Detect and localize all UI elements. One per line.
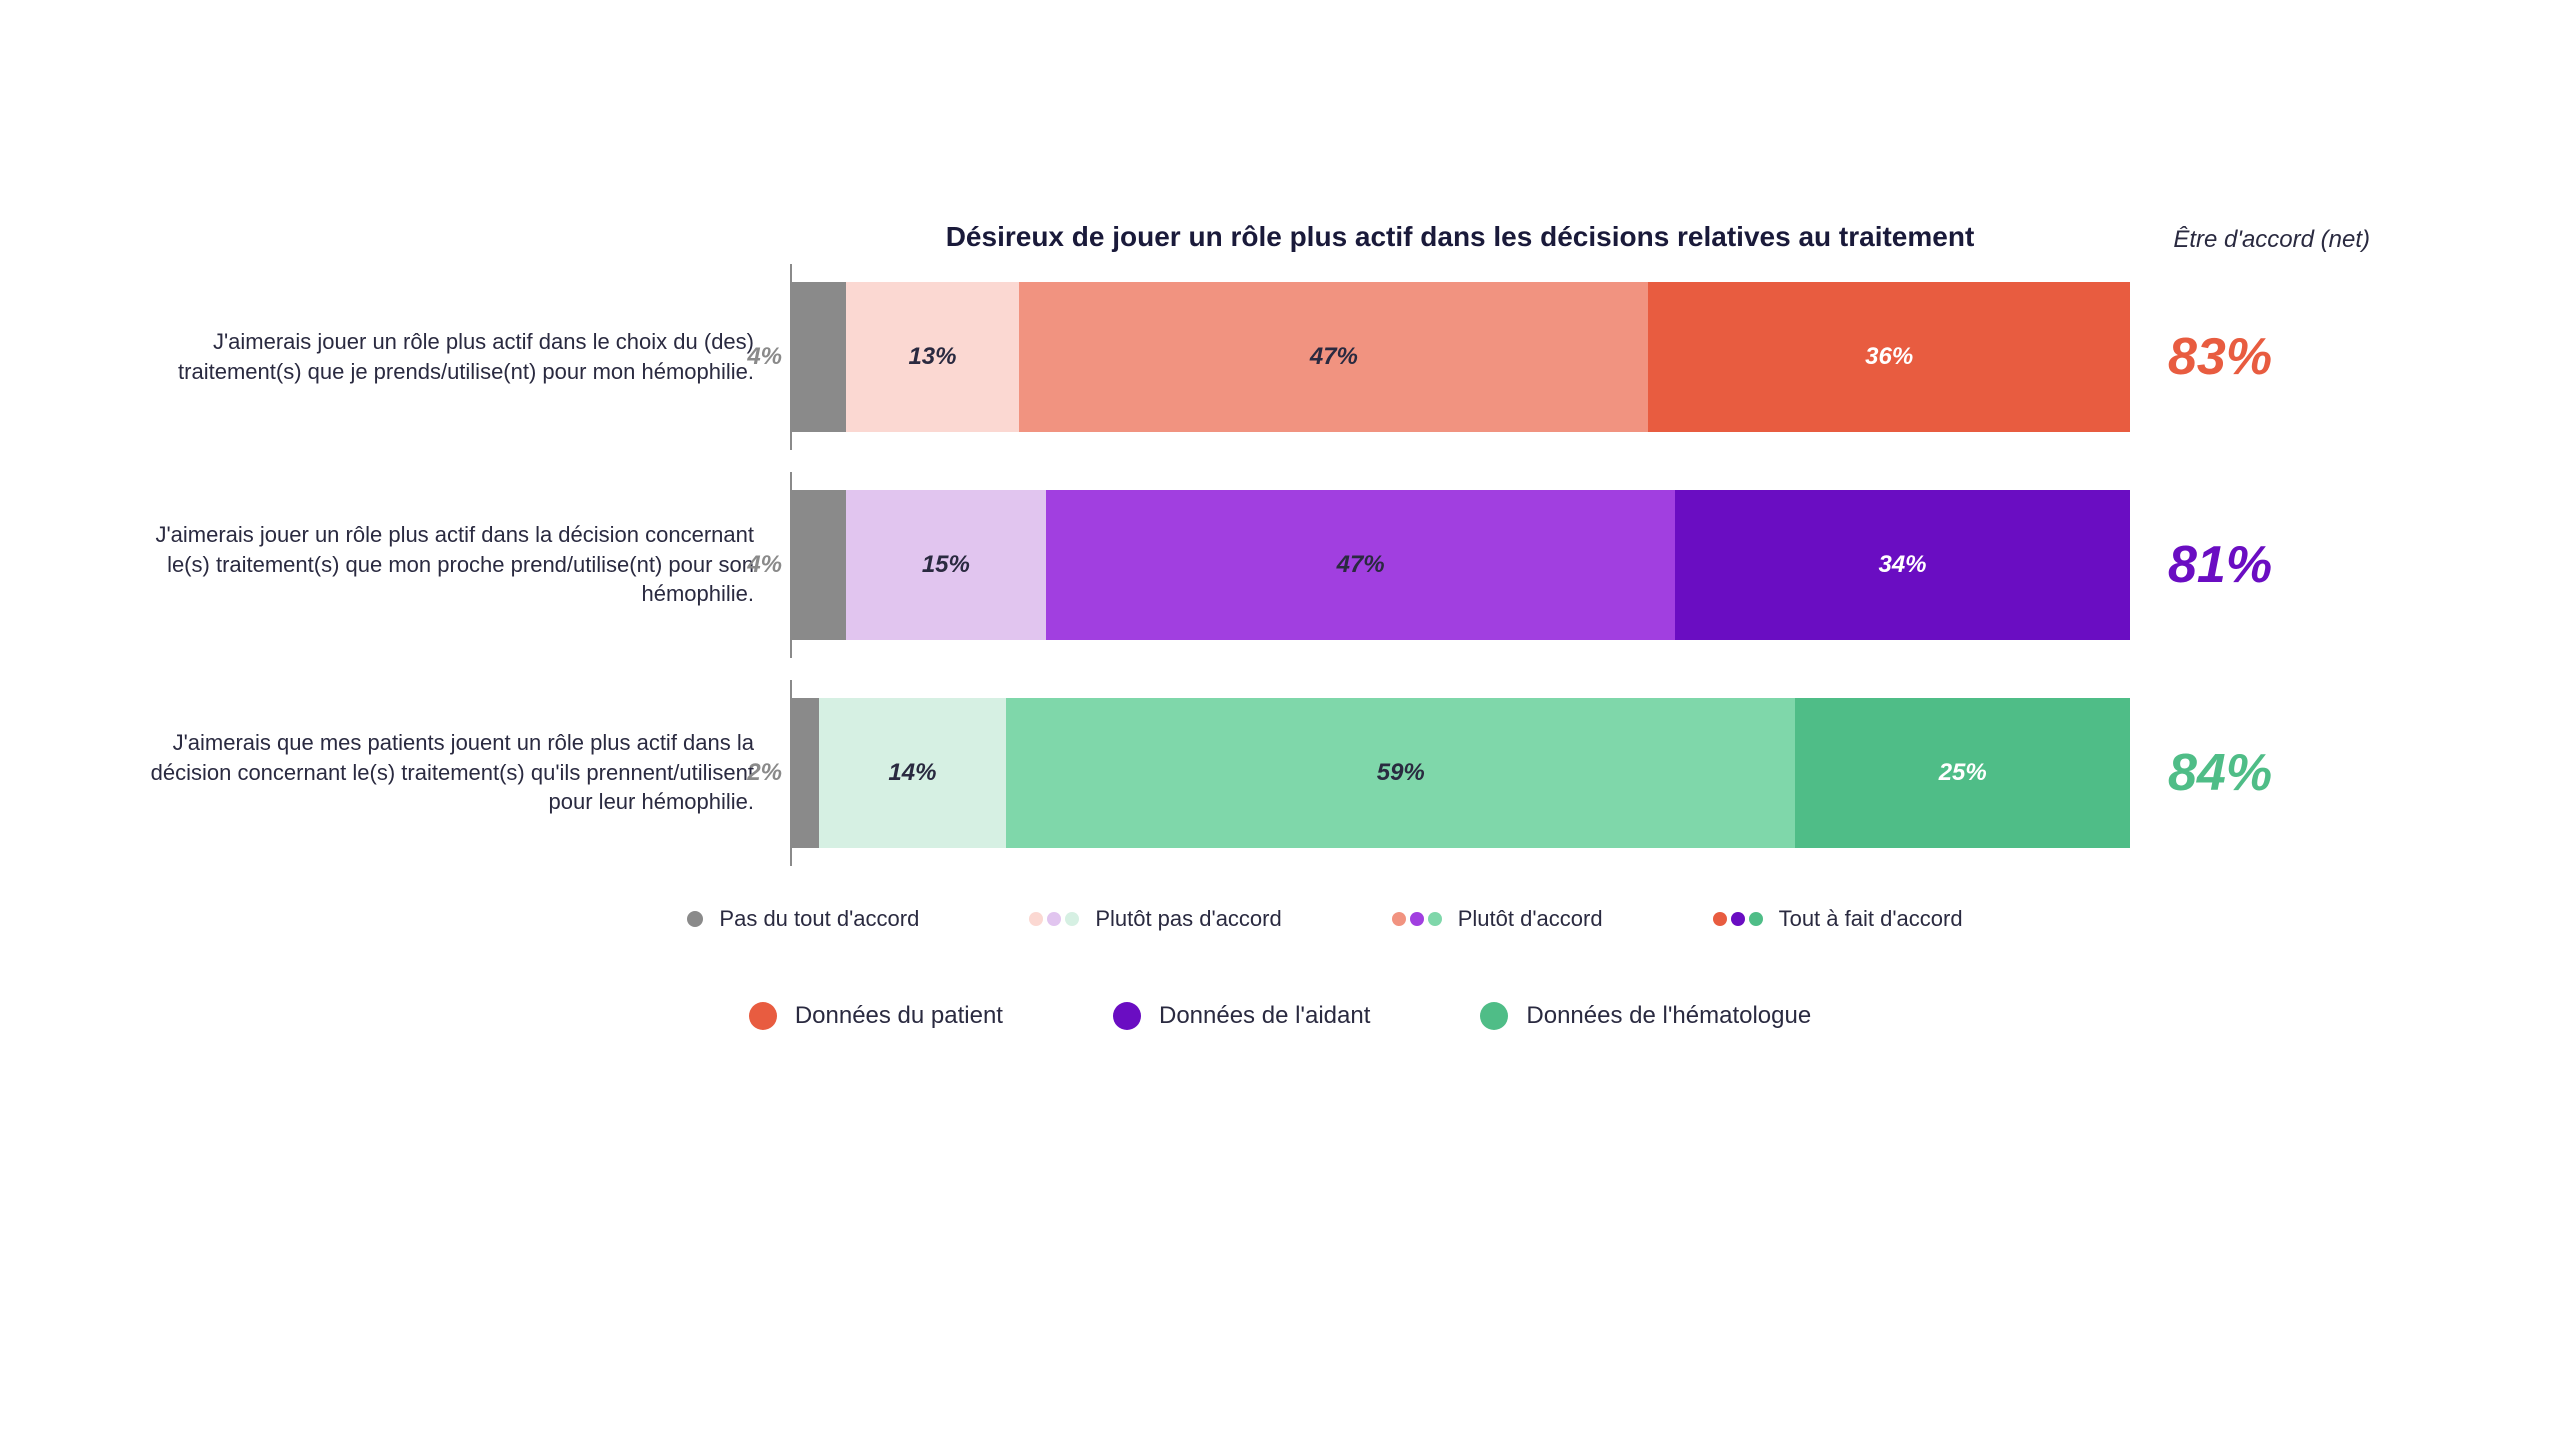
legend-item: Plutôt d'accord	[1392, 906, 1603, 932]
chart-row: J'aimerais jouer un rôle plus actif dans…	[140, 490, 2420, 640]
legend-dot	[1029, 912, 1043, 926]
segment-label: 34%	[1878, 551, 1926, 579]
bar-segment: 15%	[846, 490, 1047, 640]
chart-title: Désireux de jouer un rôle plus actif dan…	[790, 220, 2130, 254]
legend-item: Données de l'hématologue	[1480, 1002, 1811, 1030]
bar-area: 4%13%47%36%	[790, 282, 2130, 432]
segment-label: 25%	[1939, 759, 1987, 787]
bar-segment: 47%	[1046, 490, 1675, 640]
legend-label: Plutôt pas d'accord	[1095, 906, 1281, 932]
legend-dot	[1047, 912, 1061, 926]
bar-segment: 25%	[1795, 698, 2130, 848]
bar-segment: 59%	[1006, 698, 1795, 848]
legend-dot	[1113, 1002, 1141, 1030]
legend-dot	[1749, 912, 1763, 926]
legend-dots	[1029, 912, 1079, 926]
segment-label: 47%	[1337, 551, 1385, 579]
legend-label: Données de l'hématologue	[1526, 1002, 1811, 1030]
legend-dot	[1428, 912, 1442, 926]
bar-segment	[792, 698, 819, 848]
bar-segment: 34%	[1675, 490, 2130, 640]
bar-segment	[792, 490, 846, 640]
legend-label: Tout à fait d'accord	[1779, 906, 1963, 932]
legend-item: Données du patient	[749, 1002, 1003, 1030]
bar-area: 2%14%59%25%	[790, 698, 2130, 848]
legend-dot	[1410, 912, 1424, 926]
bar-segment: 13%	[846, 282, 1020, 432]
legend-groups: Données du patient Données de l'aidant Don…	[140, 1002, 2420, 1030]
legend-item: Plutôt pas d'accord	[1029, 906, 1281, 932]
segment-label: 15%	[922, 551, 970, 579]
net-value: 83%	[2130, 327, 2390, 387]
legend-dot	[1713, 912, 1727, 926]
legend-label: Plutôt d'accord	[1458, 906, 1603, 932]
segment-label: 47%	[1310, 343, 1358, 371]
stacked-bar: 15% 47% 34%	[792, 490, 2130, 640]
bar-segment: 36%	[1648, 282, 2130, 432]
legend-dot	[1731, 912, 1745, 926]
segment-label: 36%	[1865, 343, 1913, 371]
legend-item: Tout à fait d'accord	[1713, 906, 1963, 932]
segment-label: 59%	[1377, 759, 1425, 787]
chart-row: J'aimerais jouer un rôle plus actif dans…	[140, 282, 2420, 432]
row-label: J'aimerais jouer un rôle plus actif dans…	[140, 327, 790, 386]
segment-label: 4%	[747, 551, 782, 579]
legend-dots	[1713, 912, 1763, 926]
stacked-bar: 14% 59% 25%	[792, 698, 2130, 848]
bar-segment: 47%	[1019, 282, 1648, 432]
net-value: 81%	[2130, 535, 2390, 595]
segment-label: 4%	[747, 343, 782, 371]
chart-row: J'aimerais que mes patients jouent un rô…	[140, 698, 2420, 848]
net-header: Être d'accord (net)	[2130, 226, 2390, 254]
legend-dot	[1392, 912, 1406, 926]
legend-item: Données de l'aidant	[1113, 1002, 1370, 1030]
legend-label: Pas du tout d'accord	[719, 906, 919, 932]
legend-dots	[1392, 912, 1442, 926]
net-value: 84%	[2130, 743, 2390, 803]
row-label: J'aimerais que mes patients jouent un rô…	[140, 728, 790, 817]
row-label: J'aimerais jouer un rôle plus actif dans…	[140, 520, 790, 609]
legend-agreement: Pas du tout d'accord Plutôt pas d'accord P…	[230, 906, 2420, 932]
legend-dot	[1480, 1002, 1508, 1030]
stacked-bar: 13% 47% 36%	[792, 282, 2130, 432]
bar-segment: 14%	[819, 698, 1006, 848]
legend-item: Pas du tout d'accord	[687, 906, 919, 932]
legend-dot	[687, 911, 703, 927]
legend-label: Données du patient	[795, 1002, 1003, 1030]
chart-container: Désireux de jouer un rôle plus actif dan…	[140, 220, 2420, 1030]
chart-rows: J'aimerais jouer un rôle plus actif dans…	[140, 282, 2420, 848]
segment-label: 14%	[888, 759, 936, 787]
bar-area: 4%15%47%34%	[790, 490, 2130, 640]
legend-label: Données de l'aidant	[1159, 1002, 1370, 1030]
legend-dot	[749, 1002, 777, 1030]
chart-header: Désireux de jouer un rôle plus actif dan…	[140, 220, 2420, 254]
legend-dot	[1065, 912, 1079, 926]
segment-label: 13%	[908, 343, 956, 371]
segment-label: 2%	[747, 759, 782, 787]
bar-segment	[792, 282, 846, 432]
